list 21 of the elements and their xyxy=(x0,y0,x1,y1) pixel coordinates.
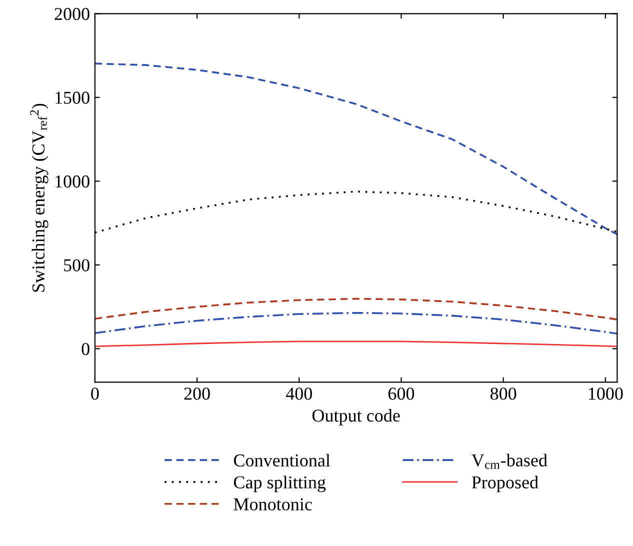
x-tick-label: 400 xyxy=(286,388,312,400)
x-tick-label: 0 xyxy=(91,388,99,400)
y-tick-label: 2000 xyxy=(54,8,90,20)
x-tick-label: 1000 xyxy=(588,388,623,400)
legend-label: Monotonic xyxy=(234,498,312,510)
y-tick-label: 1000 xyxy=(56,175,90,188)
y-tick-label: 0 xyxy=(82,342,90,356)
x-tick-label: 200 xyxy=(184,388,210,400)
y-tick-label: 1500 xyxy=(56,92,90,104)
x-axis-title: Output code xyxy=(312,408,400,426)
legend-label: Conventional xyxy=(234,454,330,467)
line-series xyxy=(94,312,618,335)
line-series xyxy=(94,62,618,236)
x-tick-label: 800 xyxy=(490,388,516,400)
legend-label: Proposed xyxy=(472,476,538,492)
legend-label: V$_{cm}$-based xyxy=(472,454,548,469)
x-tick-label: 600 xyxy=(388,388,414,400)
legend-label: Cap splitting xyxy=(234,476,326,492)
y-tick-label: 500 xyxy=(64,259,90,272)
line-series xyxy=(94,298,618,320)
y-axis-title: Switching energy (CV$_{ref}$$^{2}$) xyxy=(30,104,48,292)
